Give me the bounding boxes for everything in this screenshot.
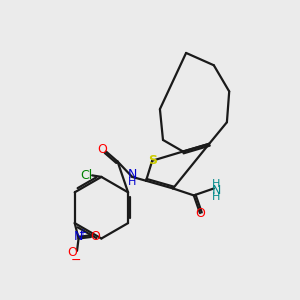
Text: +: +: [78, 228, 86, 238]
Text: H: H: [212, 179, 220, 189]
Text: H: H: [212, 192, 220, 202]
Text: O: O: [195, 207, 205, 220]
Text: N: N: [128, 168, 137, 181]
Text: N: N: [74, 230, 83, 244]
Text: S: S: [148, 154, 157, 167]
Text: N: N: [212, 184, 221, 196]
Text: O: O: [68, 246, 77, 259]
Text: Cl: Cl: [80, 169, 92, 182]
Text: H: H: [128, 177, 136, 187]
Text: O: O: [97, 143, 107, 156]
Text: −: −: [70, 254, 81, 267]
Text: O: O: [91, 230, 100, 244]
